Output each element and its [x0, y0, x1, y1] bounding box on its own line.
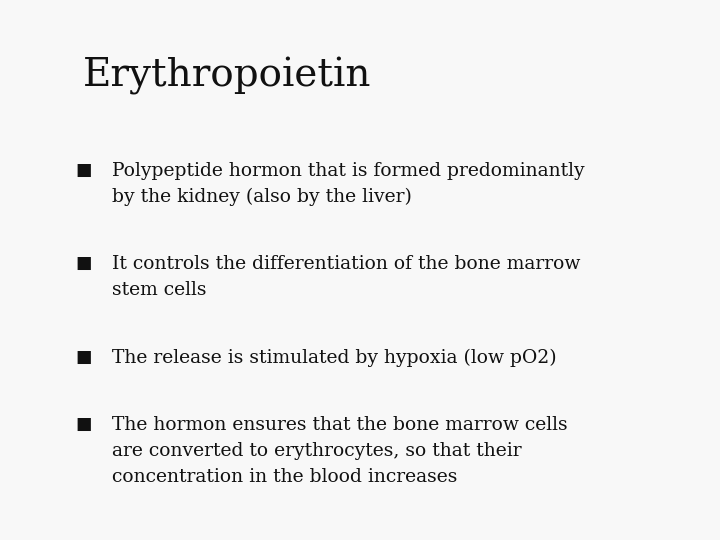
- Text: Polypeptide hormon that is formed predominantly: Polypeptide hormon that is formed predom…: [112, 162, 584, 180]
- Text: The release is stimulated by hypoxia (low pO2): The release is stimulated by hypoxia (lo…: [112, 349, 557, 367]
- Text: stem cells: stem cells: [112, 281, 206, 299]
- Text: It controls the differentiation of the bone marrow: It controls the differentiation of the b…: [112, 255, 580, 273]
- Text: ■: ■: [76, 255, 92, 272]
- Text: Erythropoietin: Erythropoietin: [83, 57, 372, 94]
- Text: The hormon ensures that the bone marrow cells: The hormon ensures that the bone marrow …: [112, 416, 567, 434]
- Text: are converted to erythrocytes, so that their: are converted to erythrocytes, so that t…: [112, 442, 521, 460]
- Text: ■: ■: [76, 162, 92, 179]
- Text: concentration in the blood increases: concentration in the blood increases: [112, 468, 457, 486]
- Text: by the kidney (also by the liver): by the kidney (also by the liver): [112, 188, 411, 206]
- Text: ■: ■: [76, 416, 92, 433]
- Text: ■: ■: [76, 349, 92, 366]
